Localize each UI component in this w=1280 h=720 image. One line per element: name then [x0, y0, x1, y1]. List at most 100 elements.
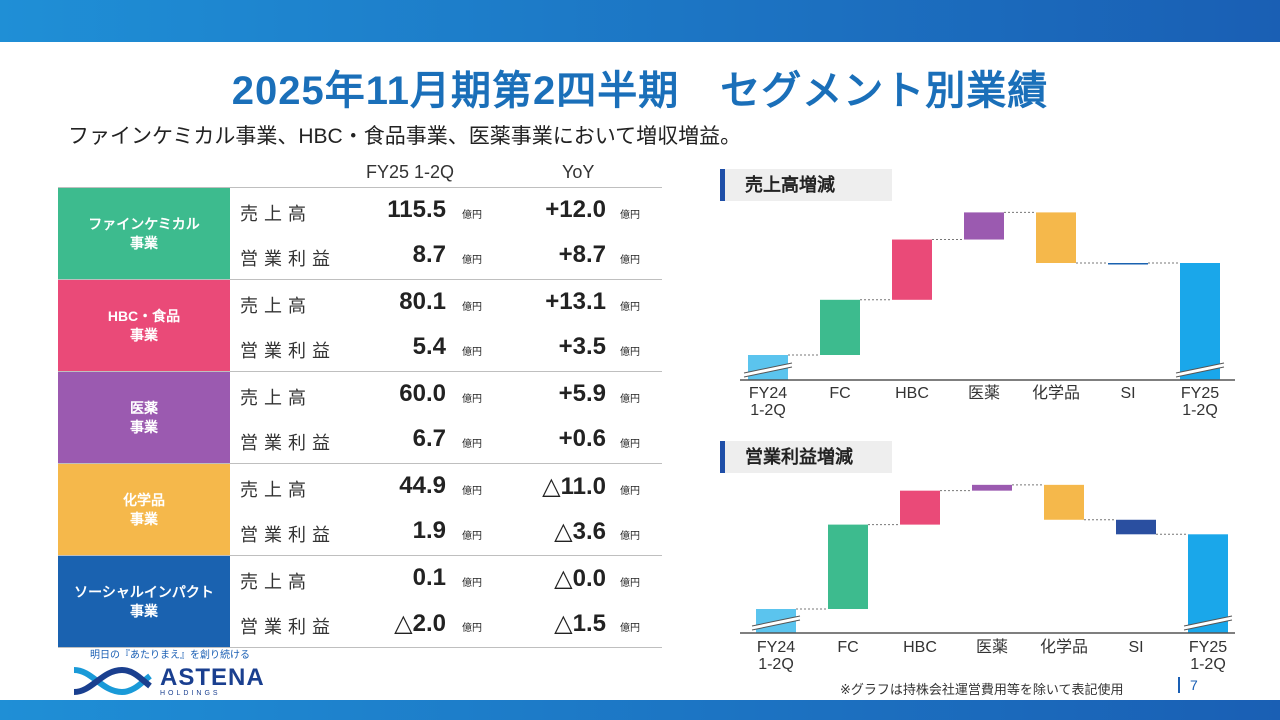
waterfall-bar [1044, 484, 1084, 520]
metric-row: 営業利益 1.9 億円 △3.6 億円 [230, 509, 662, 554]
sales-waterfall-chart: FY24 1-2Q FC HBC 医薬 化学品 SI FY25 1-2Q [740, 211, 1235, 419]
waterfall-bar [1036, 212, 1076, 263]
unit-label: 億円 [620, 531, 640, 542]
metric-label: 売上高 [240, 296, 312, 316]
metric-row: 売上高 0.1 億円 △0.0 億円 [230, 556, 662, 601]
metric-value: 6.7 [412, 425, 446, 452]
brand-name: ASTENA [160, 664, 265, 691]
axis-break-line [751, 615, 801, 627]
waterfall-bar [892, 239, 932, 300]
axis-break-mark [1176, 363, 1224, 377]
top-banner [0, 0, 1280, 42]
segment-name: 化学品 事業 [58, 464, 230, 555]
x-tick-label: HBC [895, 385, 929, 402]
metric-label: 売上高 [240, 480, 312, 500]
segment-name: 医薬 事業 [58, 372, 230, 463]
unit-label: 億円 [462, 210, 482, 221]
segment-name: ファインケミカル 事業 [58, 188, 230, 279]
metric-value: 1.9 [412, 517, 446, 544]
yoy-value: +3.5 [558, 333, 606, 360]
axis-break-line [1175, 362, 1225, 374]
unit-label: 億円 [462, 578, 482, 589]
brand-subtitle: HOLDINGS [160, 690, 221, 697]
waterfall-bar [820, 299, 860, 355]
yoy-value: △1.5 [554, 610, 606, 637]
unit-label: 億円 [462, 302, 482, 313]
segment-block: ファインケミカル 事業 売上高 115.5 億円 +12.0 億円 営業利益 8.7 億円 +8.… [58, 187, 662, 279]
axis-break-line [1183, 615, 1233, 627]
column-header-period: FY25 1-2Q [366, 162, 455, 182]
yoy-value: △0.0 [554, 565, 606, 592]
segment-block: 医薬 事業 売上高 60.0 億円 +5.9 億円 営業利益 6.7 億円 +0.6 億円 [58, 371, 662, 463]
yoy-value: △11.0 [542, 473, 606, 500]
yoy-value: +13.1 [545, 288, 606, 315]
metric-value: 0.1 [412, 564, 446, 591]
unit-label: 億円 [620, 439, 640, 450]
x-tick-label: FY25 1-2Q [1181, 385, 1219, 419]
op-profit-chart-title: 営業利益増減 [720, 441, 892, 473]
axis-break-line [743, 366, 793, 378]
unit-label: 億円 [620, 255, 640, 266]
metric-row: 営業利益 △2.0 億円 △1.5 億円 [230, 601, 662, 646]
waterfall-bar [972, 484, 1012, 491]
x-tick-label: FC [829, 385, 850, 402]
unit-label: 億円 [620, 302, 640, 313]
yoy-value: △3.6 [554, 518, 606, 545]
unit-label: 億円 [462, 531, 482, 542]
metric-value: 60.0 [399, 380, 446, 407]
metric-label: 売上高 [240, 388, 312, 408]
yoy-value: +8.7 [558, 241, 606, 268]
segment-name: ソーシャルインパクト 事業 [58, 556, 230, 647]
metric-label: 営業利益 [240, 249, 336, 269]
op-profit-waterfall-chart: FY24 1-2Q FC HBC 医薬 化学品 SI FY25 1-2Q [740, 484, 1235, 673]
unit-label: 億円 [462, 486, 482, 497]
segment-block: HBC・食品 事業 売上高 80.1 億円 +13.1 億円 営業利益 5.4 億円 +3.5 億円 [58, 279, 662, 371]
metric-row: 営業利益 5.4 億円 +3.5 億円 [230, 325, 662, 370]
x-tick-label: FY24 1-2Q [757, 639, 795, 673]
waterfall-bar [828, 524, 868, 609]
segment-block: ソーシャルインパクト 事業 売上高 0.1 億円 △0.0 億円 営業利益 △2.0 億円 △1.… [58, 555, 662, 648]
axis-break-mark [744, 363, 792, 377]
metric-label: 売上高 [240, 572, 312, 592]
unit-label: 億円 [620, 210, 640, 221]
unit-label: 億円 [620, 486, 640, 497]
metric-row: 営業利益 6.7 億円 +0.6 億円 [230, 417, 662, 462]
metric-value: △2.0 [394, 610, 446, 637]
metric-value: 115.5 [387, 196, 446, 223]
page-subtitle: ファインケミカル事業、HBC・食品事業、医薬事業において増収増益。 [68, 125, 742, 148]
metric-value: 44.9 [399, 472, 446, 499]
x-tick-label: FY25 1-2Q [1189, 639, 1227, 673]
segment-name: HBC・食品 事業 [58, 280, 230, 371]
metric-row: 売上高 60.0 億円 +5.9 億円 [230, 372, 662, 417]
waterfall-bar [964, 212, 1004, 240]
x-tick-label: 化学品 [1032, 384, 1080, 402]
waterfall-bar [1180, 263, 1220, 380]
metric-label: 営業利益 [240, 525, 336, 545]
x-tick-label: 医薬 [976, 638, 1008, 656]
unit-label: 億円 [620, 623, 640, 634]
metric-row: 売上高 80.1 億円 +13.1 億円 [230, 280, 662, 325]
waterfall-bar [900, 490, 940, 525]
axis-break-line [743, 362, 793, 374]
axis-break-line [1175, 366, 1225, 378]
metric-value: 5.4 [412, 333, 446, 360]
axis-break-line [751, 619, 801, 631]
metric-value: 8.7 [412, 241, 446, 268]
yoy-value: +0.6 [558, 425, 606, 452]
axis-break-line [1183, 619, 1233, 631]
unit-label: 億円 [620, 394, 640, 405]
metric-row: 売上高 115.5 億円 +12.0 億円 [230, 188, 662, 233]
metric-label: 営業利益 [240, 433, 336, 453]
page-number: 7 [1178, 677, 1198, 693]
unit-label: 億円 [462, 394, 482, 405]
unit-label: 億円 [462, 623, 482, 634]
axis-break-mark [752, 616, 800, 630]
metric-label: 売上高 [240, 204, 312, 224]
unit-label: 億円 [620, 347, 640, 358]
page-title: 2025年11月期第2四半期 セグメント別業績 [231, 69, 1049, 113]
axis-break-mark [1184, 616, 1232, 630]
metric-value: 80.1 [399, 288, 446, 315]
unit-label: 億円 [462, 439, 482, 450]
x-tick-label: FY24 1-2Q [749, 385, 787, 419]
waterfall-bar [1116, 519, 1156, 535]
